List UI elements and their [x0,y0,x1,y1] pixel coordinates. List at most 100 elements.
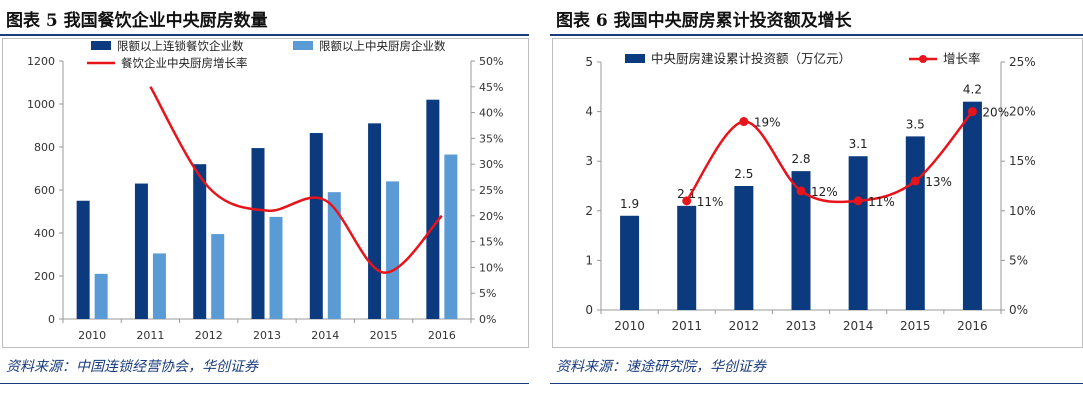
fig5-legend-swatch [91,41,111,50]
fig5-x-tick-label: 2010 [78,329,106,342]
fig5-y-right-tick-label: 10% [479,261,503,274]
fig6-y-left-tick-label: 0 [585,303,593,317]
fig6-x-tick-label: 2014 [843,319,874,333]
figure-6-chart-frame: 0 1 2 3 4 5 0% 5% 10% 15% 20% 25% 2010 2011 2012 2013 20… [552,38,1083,348]
fig6-x-tick-label: 2015 [900,319,931,333]
fig5-y-left-tick-label: 800 [34,141,55,154]
fig5-bar-primary [309,133,323,319]
fig5-y-right-tick-label: 0% [479,313,496,326]
fig5-bar-secondary [386,181,400,319]
fig5-bar-primary [76,200,90,319]
fig5-bar-primary [134,183,148,319]
fig5-bar-secondary [152,253,166,319]
fig6-x-tick-label: 2010 [614,319,645,333]
fig5-x-tick-label: 2015 [370,329,398,342]
fig6-line-point [739,117,749,127]
fig5-y-left-tick-label: 0 [48,313,55,326]
fig5-x-tick-label: 2012 [195,329,223,342]
fig6-line-data-label: 12% [811,185,838,199]
fig5-y-right-tick-label: 5% [479,287,496,300]
fig5-bar-secondary [269,216,283,319]
fig6-bar-primary [962,101,982,311]
fig5-y-left-tick-label: 600 [34,184,55,197]
fig5-y-right-tick-label: 45% [479,81,503,94]
figure-5-panel: 图表 5 我国餐饮企业中央厨房数量 0 200 400 600 800 1000 1200 0… [0,0,529,400]
fig6-bar-data-label: 3.1 [849,137,868,151]
figure-6-source: 资料来源：速途研究院，华创证券 [556,359,766,375]
figure-5-chart: 0 200 400 600 800 1000 1200 0% 5% 10% 15% 20% 25% 30%… [27,39,503,342]
fig6-y-right-tick-label: 5% [1009,253,1028,267]
fig5-bar-secondary [211,234,225,319]
fig5-bar-primary [368,123,382,319]
fig6-y-left-tick-label: 2 [585,204,593,218]
fig6-x-tick-label: 2011 [671,319,702,333]
fig6-bar-primary [791,171,811,310]
fig5-y-left-tick-label: 1200 [27,55,55,68]
fig6-x-tick-label: 2012 [729,319,760,333]
fig5-bar-secondary [327,192,341,319]
fig6-line-data-label: 11% [697,195,724,209]
fig6-y-left-tick-label: 5 [585,55,593,69]
fig6-line-data-label: 13% [925,175,952,189]
fig5-legend-label: 限额以上连锁餐饮企业数 [117,39,244,53]
fig6-y-left-tick-label: 3 [585,154,593,168]
fig5-x-tick-label: 2011 [136,329,164,342]
fig5-x-tick-label: 2016 [428,329,456,342]
fig6-bar-data-label: 1.9 [620,197,639,211]
fig5-y-right-tick-label: 50% [479,55,503,68]
fig5-bar-primary [193,164,207,319]
fig5-legend-label: 餐饮企业中央厨房增长率 [121,56,248,70]
fig6-bar-primary [734,186,754,310]
fig6-y-left-tick-label: 1 [585,253,593,267]
fig5-bar-primary [426,99,440,319]
figure-6-title: 图表 6 我国中央厨房累计投资额及增长 [556,11,852,31]
fig5-y-right-tick-label: 40% [479,107,503,120]
fig6-y-right-tick-label: 10% [1009,204,1036,218]
fig6-bar-data-label: 4.2 [963,83,982,97]
fig5-y-right-tick-label: 15% [479,236,503,249]
fig6-bar-primary [677,205,697,310]
fig6-bar-primary [620,215,640,310]
fig6-bar-primary [848,156,868,310]
fig6-legend-label: 增长率 [943,51,981,66]
figure-5-bottom-rule [0,383,529,384]
fig6-x-tick-label: 2016 [957,319,988,333]
fig5-y-left-tick-label: 200 [34,270,55,283]
fig5-legend-label: 限额以上中央厨房企业数 [319,39,446,53]
fig5-bar-primary [251,148,265,319]
fig6-line-point [967,107,977,117]
fig5-y-right-tick-label: 35% [479,132,503,145]
fig6-bar-data-label: 2.8 [791,152,810,166]
fig6-bar-data-label: 2.1 [677,187,696,201]
fig6-line-point [910,176,920,186]
fig6-line-point [682,196,692,206]
figure-5-title-rule [0,34,529,36]
fig5-x-tick-label: 2014 [311,329,339,342]
fig5-y-right-tick-label: 30% [479,158,503,171]
fig5-y-left-tick-label: 400 [34,227,55,240]
fig6-line-data-label: 19% [754,116,781,130]
fig6-y-right-tick-label: 15% [1009,154,1036,168]
fig6-line-data-label: 20% [982,106,1009,120]
fig5-x-tick-label: 2013 [253,329,281,342]
fig6-x-tick-label: 2013 [786,319,817,333]
fig6-y-right-tick-label: 0% [1009,303,1028,317]
figure-5-source: 资料来源：中国连锁经营协会，华创证券 [6,359,258,375]
fig5-legend-swatch [293,41,313,50]
fig5-bar-secondary [444,154,458,319]
fig6-y-right-tick-label: 25% [1009,55,1036,69]
figure-6-title-rule [550,34,1083,36]
fig6-bar-data-label: 2.5 [734,167,753,181]
fig6-legend-label: 中央厨房建设累计投资额（万亿元） [651,51,851,66]
fig6-line-data-label: 11% [868,195,895,209]
fig6-legend-marker [919,55,927,63]
fig6-line-point [796,186,806,196]
fig6-bar-data-label: 3.5 [906,117,925,131]
figure-5-title: 图表 5 我国餐饮企业中央厨房数量 [6,11,268,31]
fig5-y-right-tick-label: 25% [479,184,503,197]
fig5-bar-secondary [94,273,108,319]
figure-6-bottom-rule [550,383,1083,384]
fig6-legend-swatch [625,54,645,63]
figure-5-chart-frame: 0 200 400 600 800 1000 1200 0% 5% 10% 15% 20% 25% 30%… [2,38,529,348]
fig6-y-right-tick-label: 20% [1009,105,1036,119]
